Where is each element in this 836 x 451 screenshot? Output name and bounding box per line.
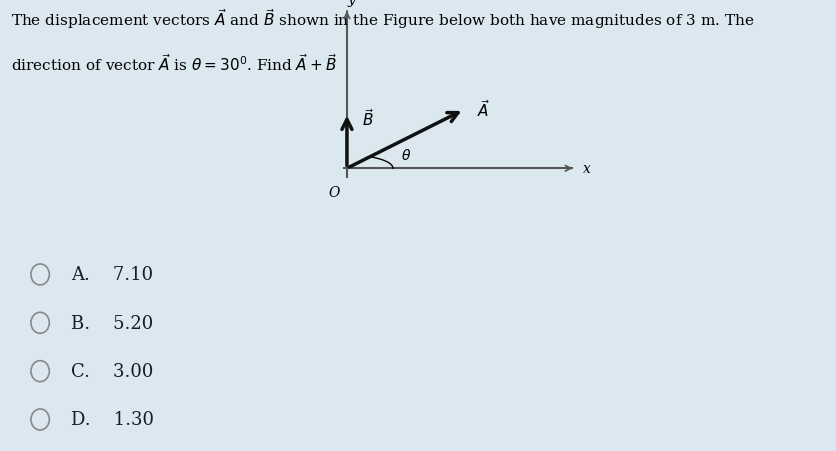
Text: direction of vector $\vec{A}$ is $\theta = 30^0$. Find $\vec{A} + \vec{B}$: direction of vector $\vec{A}$ is $\theta… [11, 53, 338, 74]
Text: $\vec{B}$: $\vec{B}$ [362, 108, 375, 129]
Text: $\theta$: $\theta$ [401, 148, 411, 163]
Text: B.    5.20: B. 5.20 [71, 314, 153, 332]
Text: O: O [329, 186, 340, 200]
Text: D.    1.30: D. 1.30 [71, 410, 154, 428]
Text: y: y [347, 0, 355, 7]
Text: x: x [583, 162, 590, 176]
Text: The displacement vectors $\vec{A}$ and $\vec{B}$ shown in the Figure below both : The displacement vectors $\vec{A}$ and $… [11, 7, 754, 31]
Text: $\vec{A}$: $\vec{A}$ [477, 99, 490, 120]
Text: A.    7.10: A. 7.10 [71, 266, 153, 284]
Text: C.    3.00: C. 3.00 [71, 362, 154, 380]
